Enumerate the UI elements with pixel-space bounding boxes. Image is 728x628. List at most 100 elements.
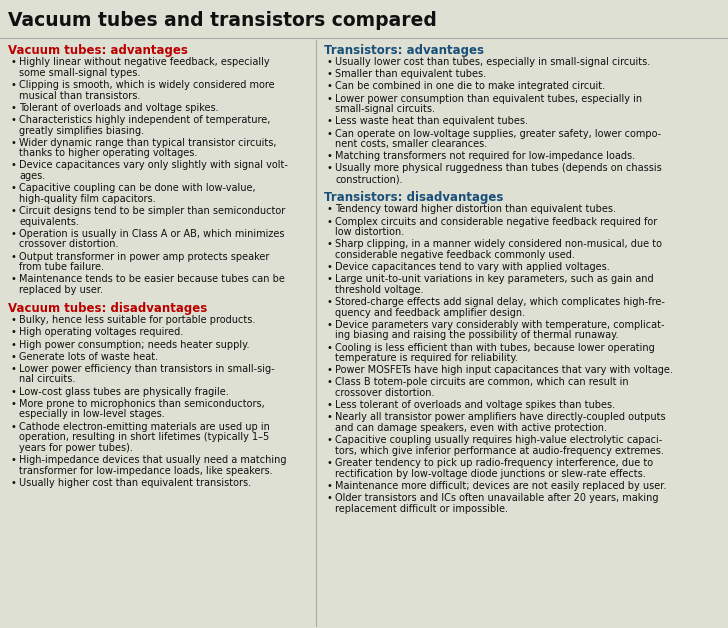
Text: High operating voltages required.: High operating voltages required.: [19, 327, 183, 337]
Text: Lower power consumption than equivalent tubes, especially in: Lower power consumption than equivalent …: [335, 94, 642, 104]
Text: ages.: ages.: [19, 171, 45, 181]
Text: Greater tendency to pick up radio-frequency interference, due to: Greater tendency to pick up radio-freque…: [335, 458, 653, 468]
Text: Highly linear without negative feedback, especially: Highly linear without negative feedback,…: [19, 57, 269, 67]
Text: Maintenance more difficult; devices are not easily replaced by user.: Maintenance more difficult; devices are …: [335, 481, 666, 490]
Text: •: •: [10, 364, 16, 374]
Text: Older transistors and ICs often unavailable after 20 years, making: Older transistors and ICs often unavaila…: [335, 493, 659, 503]
Text: threshold voltage.: threshold voltage.: [335, 285, 424, 295]
Text: Cooling is less efficient than with tubes, because lower operating: Cooling is less efficient than with tube…: [335, 342, 654, 352]
Text: •: •: [10, 274, 16, 284]
Text: Bulky, hence less suitable for portable products.: Bulky, hence less suitable for portable …: [19, 315, 256, 325]
Text: and can damage speakers, even with active protection.: and can damage speakers, even with activ…: [335, 423, 607, 433]
Text: High power consumption; needs heater supply.: High power consumption; needs heater sup…: [19, 340, 250, 350]
Text: Tolerant of overloads and voltage spikes.: Tolerant of overloads and voltage spikes…: [19, 103, 218, 113]
Text: •: •: [326, 481, 332, 490]
Text: •: •: [326, 493, 332, 503]
Text: crossover distortion.: crossover distortion.: [19, 239, 119, 249]
Text: •: •: [10, 352, 16, 362]
Text: crossover distortion.: crossover distortion.: [335, 388, 435, 398]
Text: •: •: [10, 315, 16, 325]
Text: •: •: [10, 160, 16, 170]
Text: •: •: [326, 82, 332, 92]
Text: Usually lower cost than tubes, especially in small-signal circuits.: Usually lower cost than tubes, especiall…: [335, 57, 650, 67]
Text: Nearly all transistor power amplifiers have directly-coupled outputs: Nearly all transistor power amplifiers h…: [335, 413, 665, 423]
Text: especially in low-level stages.: especially in low-level stages.: [19, 409, 165, 420]
Text: Usually more physical ruggedness than tubes (depends on chassis: Usually more physical ruggedness than tu…: [335, 163, 662, 173]
Text: nal circuits.: nal circuits.: [19, 374, 76, 384]
Text: Can operate on low-voltage supplies, greater safety, lower compo-: Can operate on low-voltage supplies, gre…: [335, 129, 661, 139]
Text: •: •: [326, 262, 332, 272]
Text: Vacuum tubes: advantages: Vacuum tubes: advantages: [8, 44, 188, 57]
Text: •: •: [10, 478, 16, 488]
Text: •: •: [10, 138, 16, 148]
Text: •: •: [10, 421, 16, 431]
Text: •: •: [10, 115, 16, 125]
Text: Output transformer in power amp protects speaker: Output transformer in power amp protects…: [19, 252, 269, 261]
Text: low distortion.: low distortion.: [335, 227, 404, 237]
Text: •: •: [10, 183, 16, 193]
Text: •: •: [326, 400, 332, 410]
Text: •: •: [326, 57, 332, 67]
Text: Class B totem-pole circuits are common, which can result in: Class B totem-pole circuits are common, …: [335, 377, 628, 387]
Text: Circuit designs tend to be simpler than semiconductor: Circuit designs tend to be simpler than …: [19, 206, 285, 216]
Text: operation, resulting in short lifetimes (typically 1–5: operation, resulting in short lifetimes …: [19, 432, 269, 442]
Text: Tendency toward higher distortion than equivalent tubes.: Tendency toward higher distortion than e…: [335, 204, 616, 214]
Text: replacement difficult or impossible.: replacement difficult or impossible.: [335, 504, 508, 514]
Text: •: •: [10, 399, 16, 409]
Text: •: •: [10, 340, 16, 350]
Text: Vacuum tubes: disadvantages: Vacuum tubes: disadvantages: [8, 302, 207, 315]
Text: •: •: [10, 387, 16, 397]
Text: •: •: [326, 365, 332, 376]
Text: construction).: construction).: [335, 174, 403, 184]
Text: Capacitive coupling usually requires high-value electrolytic capaci-: Capacitive coupling usually requires hig…: [335, 435, 662, 445]
Text: •: •: [326, 129, 332, 139]
Text: •: •: [10, 455, 16, 465]
Text: some small-signal types.: some small-signal types.: [19, 68, 141, 78]
Text: •: •: [326, 342, 332, 352]
Bar: [0, 0, 728, 38]
Text: equivalents.: equivalents.: [19, 217, 79, 227]
Text: musical than transistors.: musical than transistors.: [19, 90, 141, 100]
Text: Transistors: disadvantages: Transistors: disadvantages: [324, 191, 503, 204]
Text: High-impedance devices that usually need a matching: High-impedance devices that usually need…: [19, 455, 287, 465]
Text: Transistors: advantages: Transistors: advantages: [324, 44, 484, 57]
Text: Matching transformers not required for low-impedance loads.: Matching transformers not required for l…: [335, 151, 635, 161]
Text: •: •: [326, 94, 332, 104]
Text: thanks to higher operating voltages.: thanks to higher operating voltages.: [19, 148, 197, 158]
Text: •: •: [326, 163, 332, 173]
Text: Characteristics highly independent of temperature,: Characteristics highly independent of te…: [19, 115, 270, 125]
Text: •: •: [326, 435, 332, 445]
Text: tors, which give inferior performance at audio-frequency extremes.: tors, which give inferior performance at…: [335, 446, 664, 456]
Text: •: •: [10, 327, 16, 337]
Text: Low-cost glass tubes are physically fragile.: Low-cost glass tubes are physically frag…: [19, 387, 229, 397]
Text: •: •: [326, 413, 332, 423]
Text: Smaller than equivalent tubes.: Smaller than equivalent tubes.: [335, 69, 486, 79]
Text: Device capacitances vary only slightly with signal volt-: Device capacitances vary only slightly w…: [19, 160, 288, 170]
Text: greatly simplifies biasing.: greatly simplifies biasing.: [19, 126, 144, 136]
Text: •: •: [326, 320, 332, 330]
Text: Maintenance tends to be easier because tubes can be: Maintenance tends to be easier because t…: [19, 274, 285, 284]
Text: •: •: [10, 229, 16, 239]
Text: Generate lots of waste heat.: Generate lots of waste heat.: [19, 352, 158, 362]
Text: Clipping is smooth, which is widely considered more: Clipping is smooth, which is widely cons…: [19, 80, 274, 90]
Text: from tube failure.: from tube failure.: [19, 263, 104, 272]
Text: replaced by user.: replaced by user.: [19, 285, 103, 295]
Text: temperature is required for reliability.: temperature is required for reliability.: [335, 353, 518, 363]
Text: •: •: [10, 80, 16, 90]
Text: •: •: [326, 297, 332, 307]
Text: •: •: [326, 217, 332, 227]
Text: Cathode electron-emitting materials are used up in: Cathode electron-emitting materials are …: [19, 421, 270, 431]
Text: quency and feedback amplifier design.: quency and feedback amplifier design.: [335, 308, 525, 318]
Text: Complex circuits and considerable negative feedback required for: Complex circuits and considerable negati…: [335, 217, 657, 227]
Text: Stored-charge effects add signal delay, which complicates high-fre-: Stored-charge effects add signal delay, …: [335, 297, 665, 307]
Text: •: •: [10, 252, 16, 261]
Text: •: •: [326, 377, 332, 387]
Text: Device capacitances tend to vary with applied voltages.: Device capacitances tend to vary with ap…: [335, 262, 610, 272]
Text: Power MOSFETs have high input capacitances that vary with voltage.: Power MOSFETs have high input capacitanc…: [335, 365, 673, 376]
Text: Less waste heat than equivalent tubes.: Less waste heat than equivalent tubes.: [335, 116, 528, 126]
Text: Operation is usually in Class A or AB, which minimizes: Operation is usually in Class A or AB, w…: [19, 229, 285, 239]
Text: nent costs, smaller clearances.: nent costs, smaller clearances.: [335, 139, 487, 149]
Text: Device parameters vary considerably with temperature, complicat-: Device parameters vary considerably with…: [335, 320, 665, 330]
Text: Usually higher cost than equivalent transistors.: Usually higher cost than equivalent tran…: [19, 478, 251, 488]
Text: rectification by low-voltage diode junctions or slew-rate effects.: rectification by low-voltage diode junct…: [335, 468, 646, 479]
